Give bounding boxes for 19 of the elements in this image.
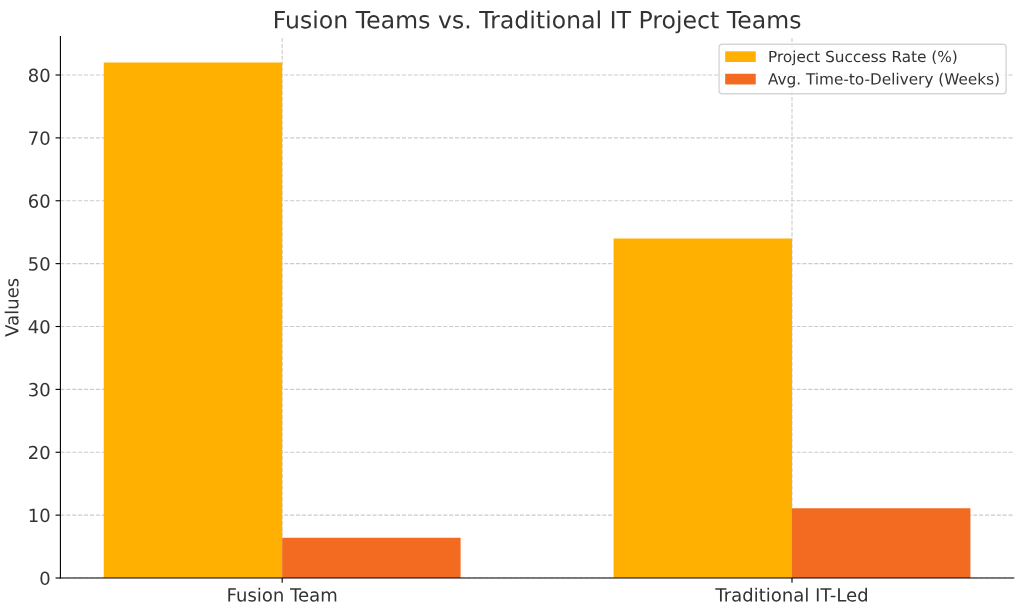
y-tick-label: 40 xyxy=(28,319,50,334)
bar xyxy=(791,508,971,579)
y-axis-title: Values xyxy=(4,278,19,337)
y-tick-label: 10 xyxy=(29,508,50,523)
y-tick-label: 30 xyxy=(29,382,50,397)
x-tick-label: Traditional IT-Led xyxy=(715,587,867,602)
y-tick-label: 70 xyxy=(29,131,50,145)
chart-title: Fusion Teams vs. Traditional IT Project Teams xyxy=(275,10,801,34)
legend-label: Project Success Rate (%) xyxy=(769,50,957,66)
bar xyxy=(103,62,283,579)
bar xyxy=(613,238,792,579)
y-tick-label: 20 xyxy=(29,445,50,460)
legend-label: Avg. Time-to-Delivery (Weeks) xyxy=(768,72,999,88)
bar xyxy=(282,537,461,579)
y-tick-label: 0 xyxy=(40,571,50,586)
x-tick-label: Fusion Team xyxy=(228,587,337,602)
y-tick-label: 60 xyxy=(28,194,50,208)
y-tick-label: 50 xyxy=(29,257,50,271)
y-tick-label: 80 xyxy=(28,68,50,83)
